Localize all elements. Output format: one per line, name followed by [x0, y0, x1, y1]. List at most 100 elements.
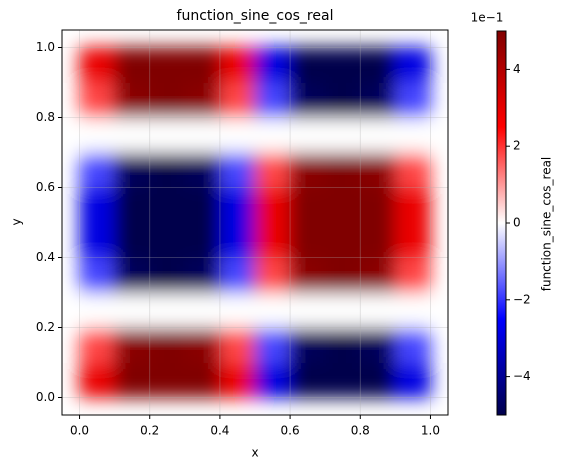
cell — [219, 47, 256, 83]
cell — [289, 187, 326, 223]
cell — [394, 327, 431, 363]
cell — [149, 362, 186, 398]
cell — [184, 327, 221, 363]
x-tick-label: 0.6 — [281, 424, 300, 438]
colorbar-offset: 1e−1 — [471, 11, 504, 25]
cell — [184, 117, 221, 153]
cell — [289, 47, 326, 83]
cell — [324, 117, 361, 153]
cell — [79, 257, 116, 293]
y-tick-label: 1.0 — [36, 40, 55, 54]
cell — [79, 47, 116, 83]
cell — [149, 187, 186, 223]
cell — [184, 187, 221, 223]
cell — [254, 187, 291, 223]
y-axis-label: y — [10, 218, 24, 225]
cell — [359, 362, 396, 398]
cell — [79, 292, 116, 328]
cell — [79, 362, 116, 398]
cell — [184, 152, 221, 188]
colorbar-tick-label: 0 — [513, 216, 521, 230]
cell — [254, 82, 291, 118]
cell — [184, 222, 221, 258]
cell — [394, 222, 431, 258]
cell — [114, 292, 151, 328]
cell — [289, 117, 326, 153]
cell — [149, 222, 186, 258]
cell — [114, 117, 151, 153]
cell — [359, 117, 396, 153]
cell — [114, 187, 151, 223]
plot-frame — [61, 29, 449, 416]
cell — [324, 47, 361, 83]
cell — [394, 187, 431, 223]
cell — [114, 222, 151, 258]
cell — [254, 222, 291, 258]
cell — [324, 82, 361, 118]
cell — [289, 362, 326, 398]
y-tick-label: 0.2 — [36, 320, 55, 334]
cell — [289, 327, 326, 363]
x-tick-label: 0.0 — [70, 424, 89, 438]
cell — [394, 292, 431, 328]
x-tick-label: 0.4 — [210, 424, 229, 438]
cell — [79, 152, 116, 188]
cell — [394, 257, 431, 293]
cell — [359, 222, 396, 258]
cell — [149, 47, 186, 83]
grid — [62, 30, 448, 415]
x-tick-label: 1.0 — [421, 424, 440, 438]
cell — [79, 117, 116, 153]
cell — [114, 327, 151, 363]
cell — [394, 47, 431, 83]
x-tick-label: 0.2 — [140, 424, 159, 438]
cell — [79, 222, 116, 258]
cell — [359, 257, 396, 293]
cell — [254, 117, 291, 153]
cell — [289, 257, 326, 293]
cell — [219, 152, 256, 188]
cell — [114, 257, 151, 293]
x-axis-label: x — [251, 446, 258, 460]
cell — [324, 222, 361, 258]
cell — [394, 152, 431, 188]
cell — [149, 82, 186, 118]
cell — [289, 152, 326, 188]
cell — [359, 152, 396, 188]
cell — [359, 187, 396, 223]
cell — [114, 82, 151, 118]
cell — [149, 152, 186, 188]
cell — [359, 82, 396, 118]
colorbar-label: function_sine_cos_real — [540, 157, 554, 292]
cell — [324, 292, 361, 328]
cell — [149, 327, 186, 363]
cell — [149, 292, 186, 328]
cell — [79, 327, 116, 363]
cell — [359, 292, 396, 328]
cell — [359, 47, 396, 83]
cell — [219, 82, 256, 118]
colorbar-tick-label: 2 — [513, 139, 521, 153]
cell — [184, 362, 221, 398]
cell — [219, 117, 256, 153]
cell — [184, 292, 221, 328]
cell — [289, 222, 326, 258]
y-tick-label: 0.6 — [36, 180, 55, 194]
cell — [254, 47, 291, 83]
colorbar — [496, 30, 507, 416]
colorbar-tick-label: −4 — [513, 369, 531, 383]
cell — [184, 257, 221, 293]
cell — [394, 362, 431, 398]
y-tick-label: 0.8 — [36, 110, 55, 124]
cell — [114, 152, 151, 188]
cell — [324, 152, 361, 188]
cell — [149, 257, 186, 293]
cell — [114, 362, 151, 398]
cell — [219, 292, 256, 328]
cell — [289, 82, 326, 118]
chart-title: function_sine_cos_real — [177, 8, 334, 24]
cell — [219, 257, 256, 293]
cell — [324, 362, 361, 398]
cell — [219, 327, 256, 363]
